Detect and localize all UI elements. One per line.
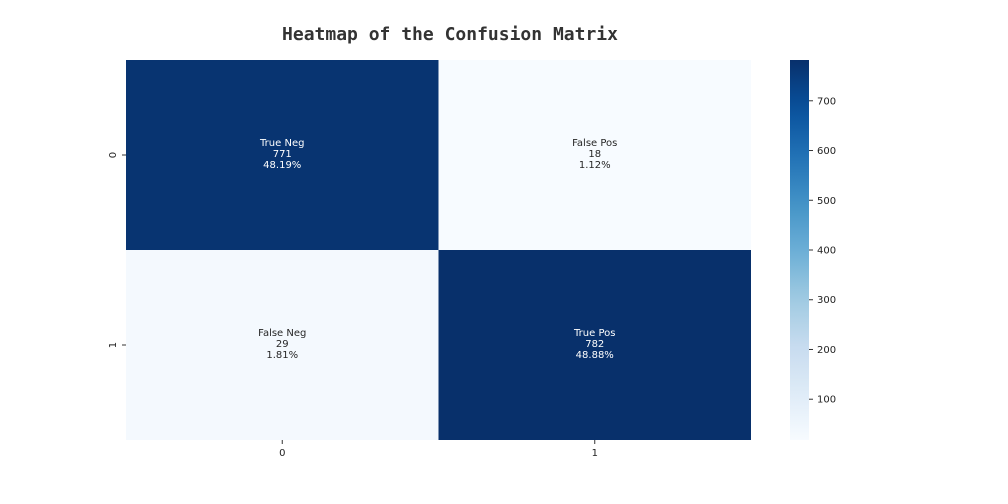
y-axis: 01 — [108, 152, 126, 348]
heatmap-cell-1-0 — [126, 250, 439, 440]
heatmap-cell-0-1 — [438, 60, 751, 250]
cell-label-name: True Pos — [573, 328, 615, 339]
heatmap-cell-1-1 — [438, 250, 751, 440]
cell-label-count: 18 — [588, 149, 601, 160]
colorbar-tick-label: 500 — [817, 196, 836, 207]
cell-label-percent: 48.19% — [263, 160, 301, 171]
cell-label-percent: 1.12% — [579, 160, 611, 171]
colorbar — [790, 60, 809, 440]
cell-label-count: 771 — [273, 149, 292, 160]
cell-label-name: False Neg — [258, 328, 306, 339]
cell-label-name: True Neg — [259, 138, 304, 149]
cell-label-count: 29 — [276, 339, 289, 350]
cell-label-name: False Pos — [572, 138, 617, 149]
cell-label-count: 782 — [585, 339, 604, 350]
cell-label-percent: 48.88% — [576, 350, 614, 361]
x-tick-label: 0 — [279, 448, 285, 459]
colorbar-axis: 100 200 300 400 500 600 700 — [809, 96, 836, 406]
colorbar-tick-label: 100 — [817, 395, 836, 406]
x-tick-label: 1 — [592, 448, 598, 459]
colorbar-tick-label: 200 — [817, 345, 836, 356]
colorbar-tick-label: 400 — [817, 246, 836, 257]
colorbar-tick-label: 300 — [817, 295, 836, 306]
colorbar-tick-label: 700 — [817, 96, 836, 107]
chart-title: Heatmap of the Confusion Matrix — [282, 24, 618, 45]
y-tick-label: 0 — [108, 152, 119, 158]
colorbar-tick-label: 600 — [817, 146, 836, 157]
y-tick-label: 1 — [108, 342, 119, 348]
cell-label-percent: 1.81% — [266, 350, 298, 361]
heatmap-cell-0-0 — [126, 60, 439, 250]
